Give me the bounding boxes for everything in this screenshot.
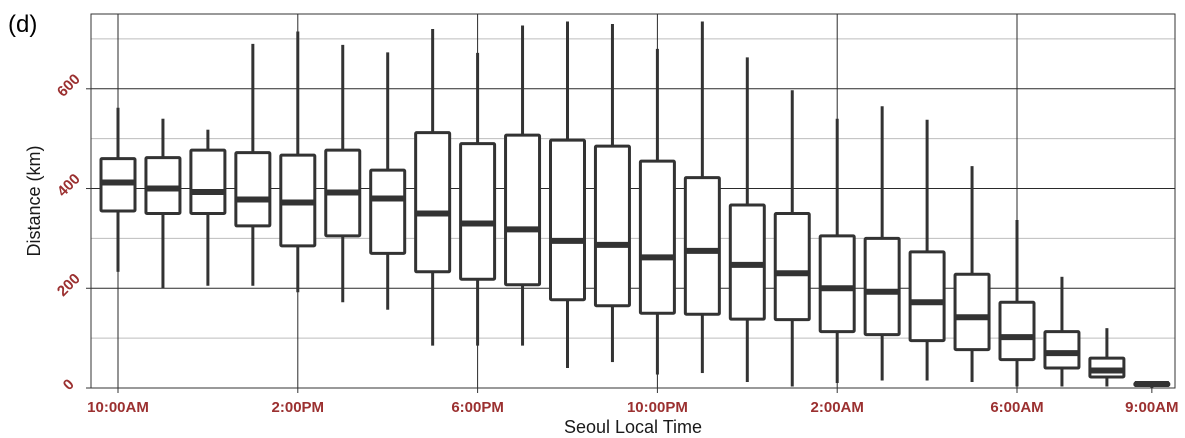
box-2AM — [818, 118, 856, 384]
box-iqr — [1043, 330, 1081, 370]
y-tick-label: 0 — [60, 376, 78, 394]
box-iqr — [908, 250, 946, 343]
box-9AM — [1133, 381, 1171, 388]
box-iqr — [683, 176, 721, 316]
box-iqr — [459, 142, 497, 281]
x-tick-label: 9:00AM — [1125, 399, 1178, 416]
x-tick-label: 6:00PM — [451, 399, 504, 416]
box-10PM — [638, 48, 676, 375]
box-iqr — [773, 211, 811, 322]
box-4AM — [908, 119, 946, 381]
box-iqr — [638, 159, 676, 315]
box-iqr — [593, 144, 631, 308]
box-7PM — [504, 25, 542, 346]
box-iqr — [504, 133, 542, 287]
box-iqr — [234, 151, 272, 228]
x-tick-label: 2:00PM — [272, 399, 325, 416]
y-tick-label: 400 — [54, 170, 84, 200]
box-3PM — [324, 44, 362, 303]
panel-label: (d) — [8, 11, 37, 38]
plot-border — [90, 13, 1176, 389]
box-8PM — [549, 21, 586, 369]
box-iqr — [863, 236, 901, 337]
box-7AM — [1043, 276, 1081, 387]
box-12AM — [728, 57, 766, 383]
box-5AM — [953, 166, 991, 383]
box-iqr — [369, 168, 407, 255]
box-iqr — [953, 272, 991, 352]
x-tick-label: 6:00AM — [990, 399, 1043, 416]
box-6AM — [998, 219, 1036, 387]
box-1AM — [773, 90, 811, 387]
box-8AM — [1088, 328, 1126, 387]
box-11AM — [144, 118, 182, 289]
x-tick-labels: 10:00AM 2:00PM 6:00PM 10:00PM 2:00AM 6:00AM 9:… — [87, 388, 1179, 416]
x-tick-label: 10:00PM — [627, 399, 688, 416]
y-axis-title: Distance (km) — [24, 145, 44, 256]
y-tick-label: 200 — [54, 270, 84, 300]
box-iqr — [549, 138, 586, 302]
box-iqr — [818, 234, 856, 334]
box-series — [99, 21, 1171, 388]
x-axis-title: Seoul Local Time — [564, 417, 702, 437]
box-5PM — [414, 28, 452, 346]
x-tick-label: 10:00AM — [87, 399, 149, 416]
x-tick-label: 2:00AM — [811, 399, 864, 416]
box-iqr — [998, 300, 1036, 362]
box-iqr — [189, 148, 227, 215]
box-4PM — [369, 52, 407, 310]
box-6PM — [459, 52, 497, 346]
box-3AM — [863, 106, 901, 381]
box-iqr — [414, 131, 452, 274]
box-11PM — [683, 21, 721, 374]
y-tick-label: 600 — [54, 71, 84, 101]
box-10AM — [99, 107, 137, 272]
box-1PM — [234, 43, 272, 286]
box-2PM — [279, 31, 317, 293]
box-9PM — [593, 23, 631, 363]
box-12PM — [189, 129, 227, 286]
y-tick-labels: 0 200 400 600 — [54, 71, 91, 394]
